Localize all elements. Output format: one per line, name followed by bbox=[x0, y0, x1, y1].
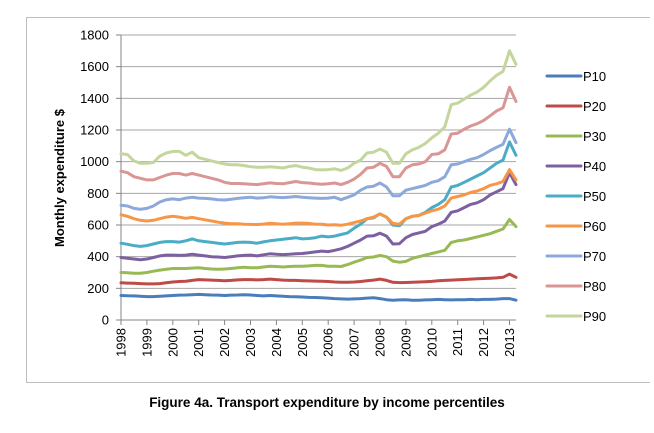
x-tick-label: 2002 bbox=[217, 328, 232, 357]
legend-item-p70: P70 bbox=[545, 249, 606, 264]
y-tick-label: 400 bbox=[87, 249, 109, 264]
y-tick-label: 1400 bbox=[80, 91, 109, 106]
y-tick-label: 1000 bbox=[80, 154, 109, 169]
x-tick-label: 2006 bbox=[321, 328, 336, 357]
gridlines bbox=[121, 34, 516, 289]
chart-frame bbox=[26, 17, 650, 383]
series-line-p20 bbox=[119, 272, 518, 286]
y-tick-label: 1200 bbox=[80, 123, 109, 138]
x-tick-label: 1998 bbox=[114, 328, 129, 357]
y-tick-label: 600 bbox=[87, 218, 109, 233]
x-tick-labels: 1998 1999 2000 2001 2002 2003 2004 2005 2006 2007… bbox=[114, 328, 518, 357]
x-tick-label: 2011 bbox=[450, 328, 465, 356]
x-tick-label: 2007 bbox=[347, 328, 362, 357]
x-tick-label: 2008 bbox=[373, 328, 388, 357]
series-line-p60 bbox=[119, 168, 518, 227]
y-tick-label: 1800 bbox=[80, 28, 109, 43]
x-tick-label: 2010 bbox=[424, 328, 439, 357]
y-tick-label: 200 bbox=[87, 281, 109, 296]
y-tick-labels: 0 200 400 600 800 1000 1200 1400 1600 1800 bbox=[80, 28, 109, 328]
legend-item-p40: P40 bbox=[545, 159, 606, 174]
legend-label: P90 bbox=[583, 309, 606, 324]
legend-label: P10 bbox=[583, 69, 606, 84]
series-line-p90 bbox=[119, 49, 518, 172]
series-lines bbox=[119, 49, 518, 302]
series-line-p70 bbox=[119, 127, 518, 211]
legend-label: P70 bbox=[583, 249, 606, 264]
legend-item-p80: P80 bbox=[545, 279, 606, 294]
legend-item-p50: P50 bbox=[545, 189, 606, 204]
x-tick-label: 2009 bbox=[398, 328, 413, 357]
x-tick-label: 2005 bbox=[295, 328, 310, 357]
legend-item-p30: P30 bbox=[545, 129, 606, 144]
x-tick-label: 2000 bbox=[165, 328, 180, 357]
legend-label: P80 bbox=[583, 279, 606, 294]
legend-label: P40 bbox=[583, 159, 606, 174]
x-tick-label: 1999 bbox=[139, 328, 154, 357]
legend: P10 P20 P30 P40 P50 P60 P70 P80 P90 bbox=[545, 69, 606, 324]
x-tick-label: 2004 bbox=[269, 328, 284, 357]
axes bbox=[116, 34, 516, 325]
legend-label: P50 bbox=[583, 189, 606, 204]
x-tick-label: 2001 bbox=[191, 328, 206, 357]
y-tick-label: 800 bbox=[87, 186, 109, 201]
legend-label: P30 bbox=[583, 129, 606, 144]
series-line-p50 bbox=[119, 140, 518, 248]
x-tick-label: 2012 bbox=[476, 328, 491, 357]
legend-label: P60 bbox=[583, 219, 606, 234]
series-line-p10 bbox=[119, 292, 518, 302]
legend-item-p60: P60 bbox=[545, 219, 606, 234]
legend-item-p20: P20 bbox=[545, 99, 606, 114]
series-line-p80 bbox=[119, 85, 518, 187]
x-tick-label: 2003 bbox=[243, 328, 258, 357]
figure-caption: Figure 4a. Transport expenditure by inco… bbox=[149, 395, 505, 410]
legend-item-p10: P10 bbox=[545, 69, 606, 84]
series-line-p30 bbox=[119, 218, 518, 275]
series-line-p40 bbox=[119, 171, 518, 262]
legend-label: P20 bbox=[583, 99, 606, 114]
y-tick-label: 1600 bbox=[80, 59, 109, 74]
x-tick-label: 2013 bbox=[502, 328, 517, 357]
y-axis-label: Monthly expenditure $ bbox=[52, 108, 67, 247]
y-tick-label: 0 bbox=[102, 313, 109, 328]
legend-item-p90: P90 bbox=[545, 309, 606, 324]
